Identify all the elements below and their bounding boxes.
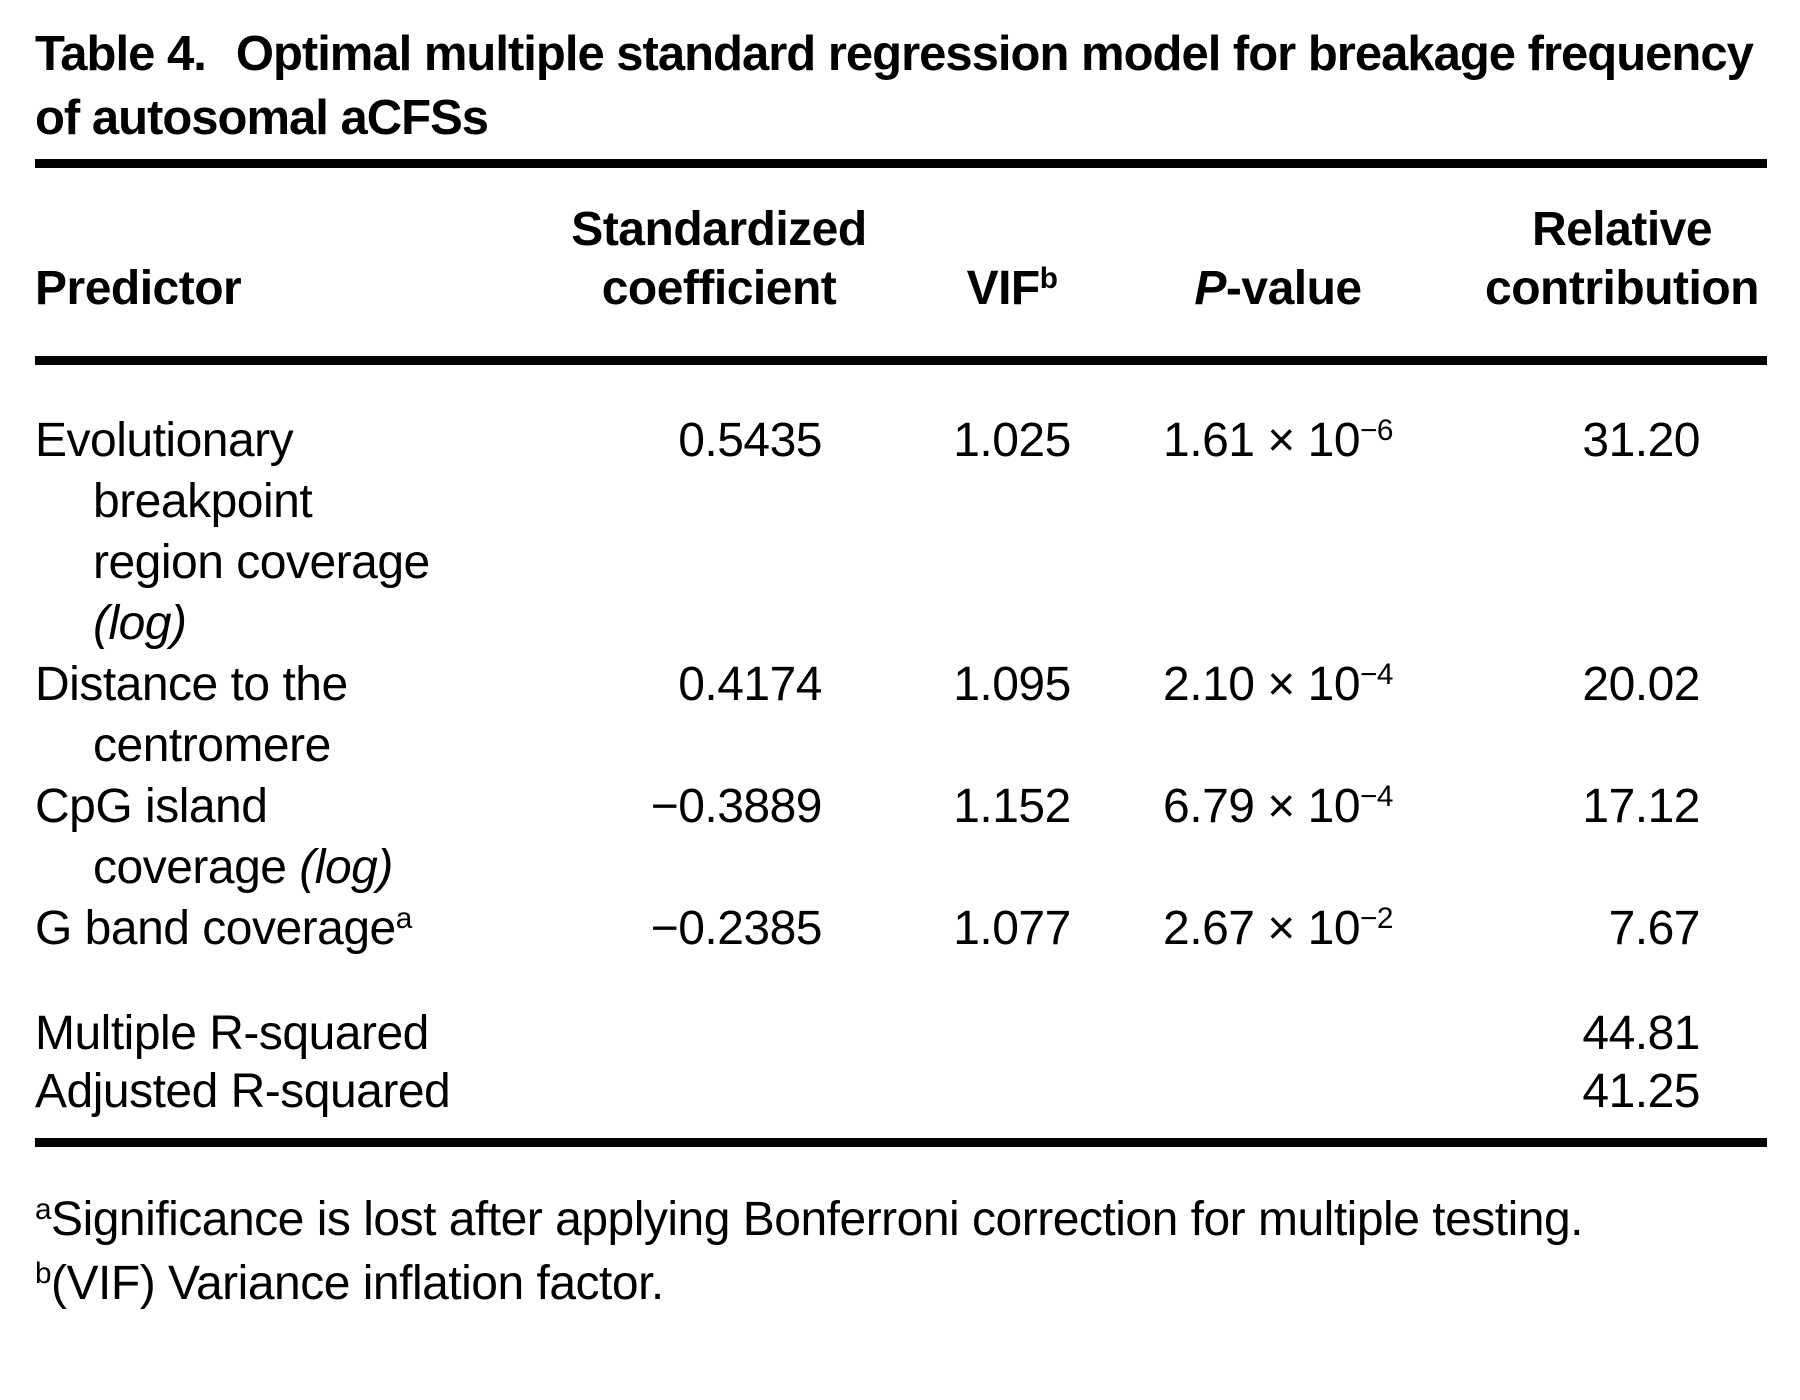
relative-contribution-value: 7.67 (1608, 902, 1701, 955)
pvalue-mantissa: 2.10 × 10 (1163, 658, 1361, 711)
vif-value: 1.077 (953, 902, 1071, 955)
table-title-text: Optimal multiple standard regression mod… (35, 27, 1754, 145)
standardized-coefficient-value: −0.3889 (650, 780, 823, 833)
table-row: Evolutionary breakpoint region coverage (lo… (0, 410, 1800, 654)
pvalue-exponent: −4 (1360, 657, 1393, 691)
predictor-line: (log) (35, 593, 595, 654)
footnote-a-text: Significance is lost after applying Bonf… (51, 1193, 1583, 1246)
standardized-coefficient-value: 0.4174 (678, 658, 822, 711)
footnote-b-marker: b (35, 1256, 52, 1290)
vif-value: 1.152 (953, 780, 1071, 833)
pvalue-mantissa: 6.79 × 10 (1163, 780, 1361, 833)
column-header-vif: VIFb (862, 259, 1162, 318)
column-header-pvalue: P-value (1120, 259, 1436, 318)
pvalue-exponent: −6 (1360, 413, 1393, 447)
predictor-line: Evolutionary (35, 410, 595, 471)
pvalue-value: 2.10 × 10−4 (1120, 654, 1436, 715)
predictor-text: breakpoint (93, 475, 313, 528)
predictor-line: CpG island (35, 776, 595, 837)
standardized-coefficient-value: −0.2385 (650, 902, 823, 955)
relative-contribution-value: 31.20 (1582, 414, 1700, 467)
pvalue-exponent: −4 (1360, 779, 1393, 813)
column-header-relative-contribution: Relative contribution (1462, 200, 1782, 318)
predictor-line: coverage (log) (35, 837, 595, 898)
predictor-italic-text: (log) (93, 597, 187, 650)
footnotes: aSignificance is lost after applying Bon… (35, 1188, 1767, 1316)
pvalue-mantissa: 2.67 × 10 (1163, 902, 1361, 955)
predictor-text: Distance to the (35, 658, 348, 711)
pvalue-label-rest: -value (1225, 262, 1362, 315)
summary-section: Multiple R-squared 44.81 Adjusted R-square… (0, 1005, 1800, 1121)
header-line: Standardized (571, 203, 867, 256)
predictor-text: Evolutionary (35, 414, 294, 467)
header-line: contribution (1485, 262, 1759, 315)
predictor-line: centromere (35, 715, 595, 776)
pvalue-value: 1.61 × 10−6 (1120, 410, 1436, 471)
summary-label: Multiple R-squared (35, 1007, 429, 1060)
predictor-line: breakpoint (35, 471, 595, 532)
pvalue-italic-p: P (1194, 262, 1226, 315)
footnote-a-marker: a (35, 1192, 52, 1226)
predictor-text: centromere (93, 719, 331, 772)
predictor-text: region coverage (93, 536, 430, 589)
summary-row: Adjusted R-squared 41.25 (0, 1063, 1800, 1121)
header-line: Relative (1531, 203, 1713, 256)
vif-value: 1.025 (953, 414, 1071, 467)
footnote-a: aSignificance is lost after applying Bon… (35, 1188, 1767, 1252)
pvalue-value: 2.67 × 10−2 (1120, 898, 1436, 959)
column-header-standardized-coefficient: Standardized coefficient (494, 200, 944, 318)
standardized-coefficient-value: 0.5435 (678, 414, 822, 467)
predictor-line: region coverage (35, 532, 595, 593)
footnote-marker-b: b (1039, 261, 1058, 295)
predictor-cell: CpG island coverage (log) (35, 776, 595, 898)
summary-label: Adjusted R-squared (35, 1065, 451, 1118)
predictor-italic-text: (log) (299, 841, 393, 894)
predictor-text: CpG island (35, 780, 268, 833)
predictor-cell: Evolutionary breakpoint region coverage (lo… (35, 410, 595, 654)
top-rule (35, 159, 1767, 168)
footnote-b: b(VIF) Variance inflation factor. (35, 1252, 1767, 1316)
pvalue-mantissa: 1.61 × 10 (1163, 414, 1361, 467)
predictor-text: coverage (93, 841, 300, 894)
relative-contribution-value: 17.12 (1582, 780, 1700, 833)
header-rule (35, 356, 1767, 365)
table-row: G band coveragea −0.2385 1.077 2.67 × 10−2 7… (0, 898, 1800, 959)
table-row: Distance to the centromere 0.4174 1.095 2.10… (0, 654, 1800, 776)
summary-value: 41.25 (1582, 1065, 1700, 1118)
table-title: Table 4. Optimal multiple standard regres… (35, 22, 1767, 150)
bottom-rule (35, 1138, 1767, 1147)
vif-label: VIF (966, 262, 1041, 315)
predictor-line: Distance to the (35, 654, 595, 715)
predictor-text: G band coverage (35, 902, 396, 955)
header-line: coefficient (601, 262, 837, 315)
pvalue-exponent: −2 (1360, 901, 1393, 935)
relative-contribution-value: 20.02 (1582, 658, 1700, 711)
footnote-b-text: (VIF) Variance inflation factor. (51, 1257, 664, 1310)
summary-value: 44.81 (1582, 1007, 1700, 1060)
predictor-cell: G band coveragea (35, 898, 595, 959)
table-number-label: Table 4. (35, 27, 207, 81)
predictor-line: G band coveragea (35, 898, 595, 959)
summary-row: Multiple R-squared 44.81 (0, 1005, 1800, 1063)
column-header-predictor: Predictor (35, 262, 242, 315)
pvalue-value: 6.79 × 10−4 (1120, 776, 1436, 837)
vif-value: 1.095 (953, 658, 1071, 711)
footnote-marker-a: a (395, 901, 413, 935)
table-row: CpG island coverage (log) −0.3889 1.152 6.79… (0, 776, 1800, 898)
predictor-cell: Distance to the centromere (35, 654, 595, 776)
table-body: Evolutionary breakpoint region coverage (lo… (0, 410, 1800, 1121)
